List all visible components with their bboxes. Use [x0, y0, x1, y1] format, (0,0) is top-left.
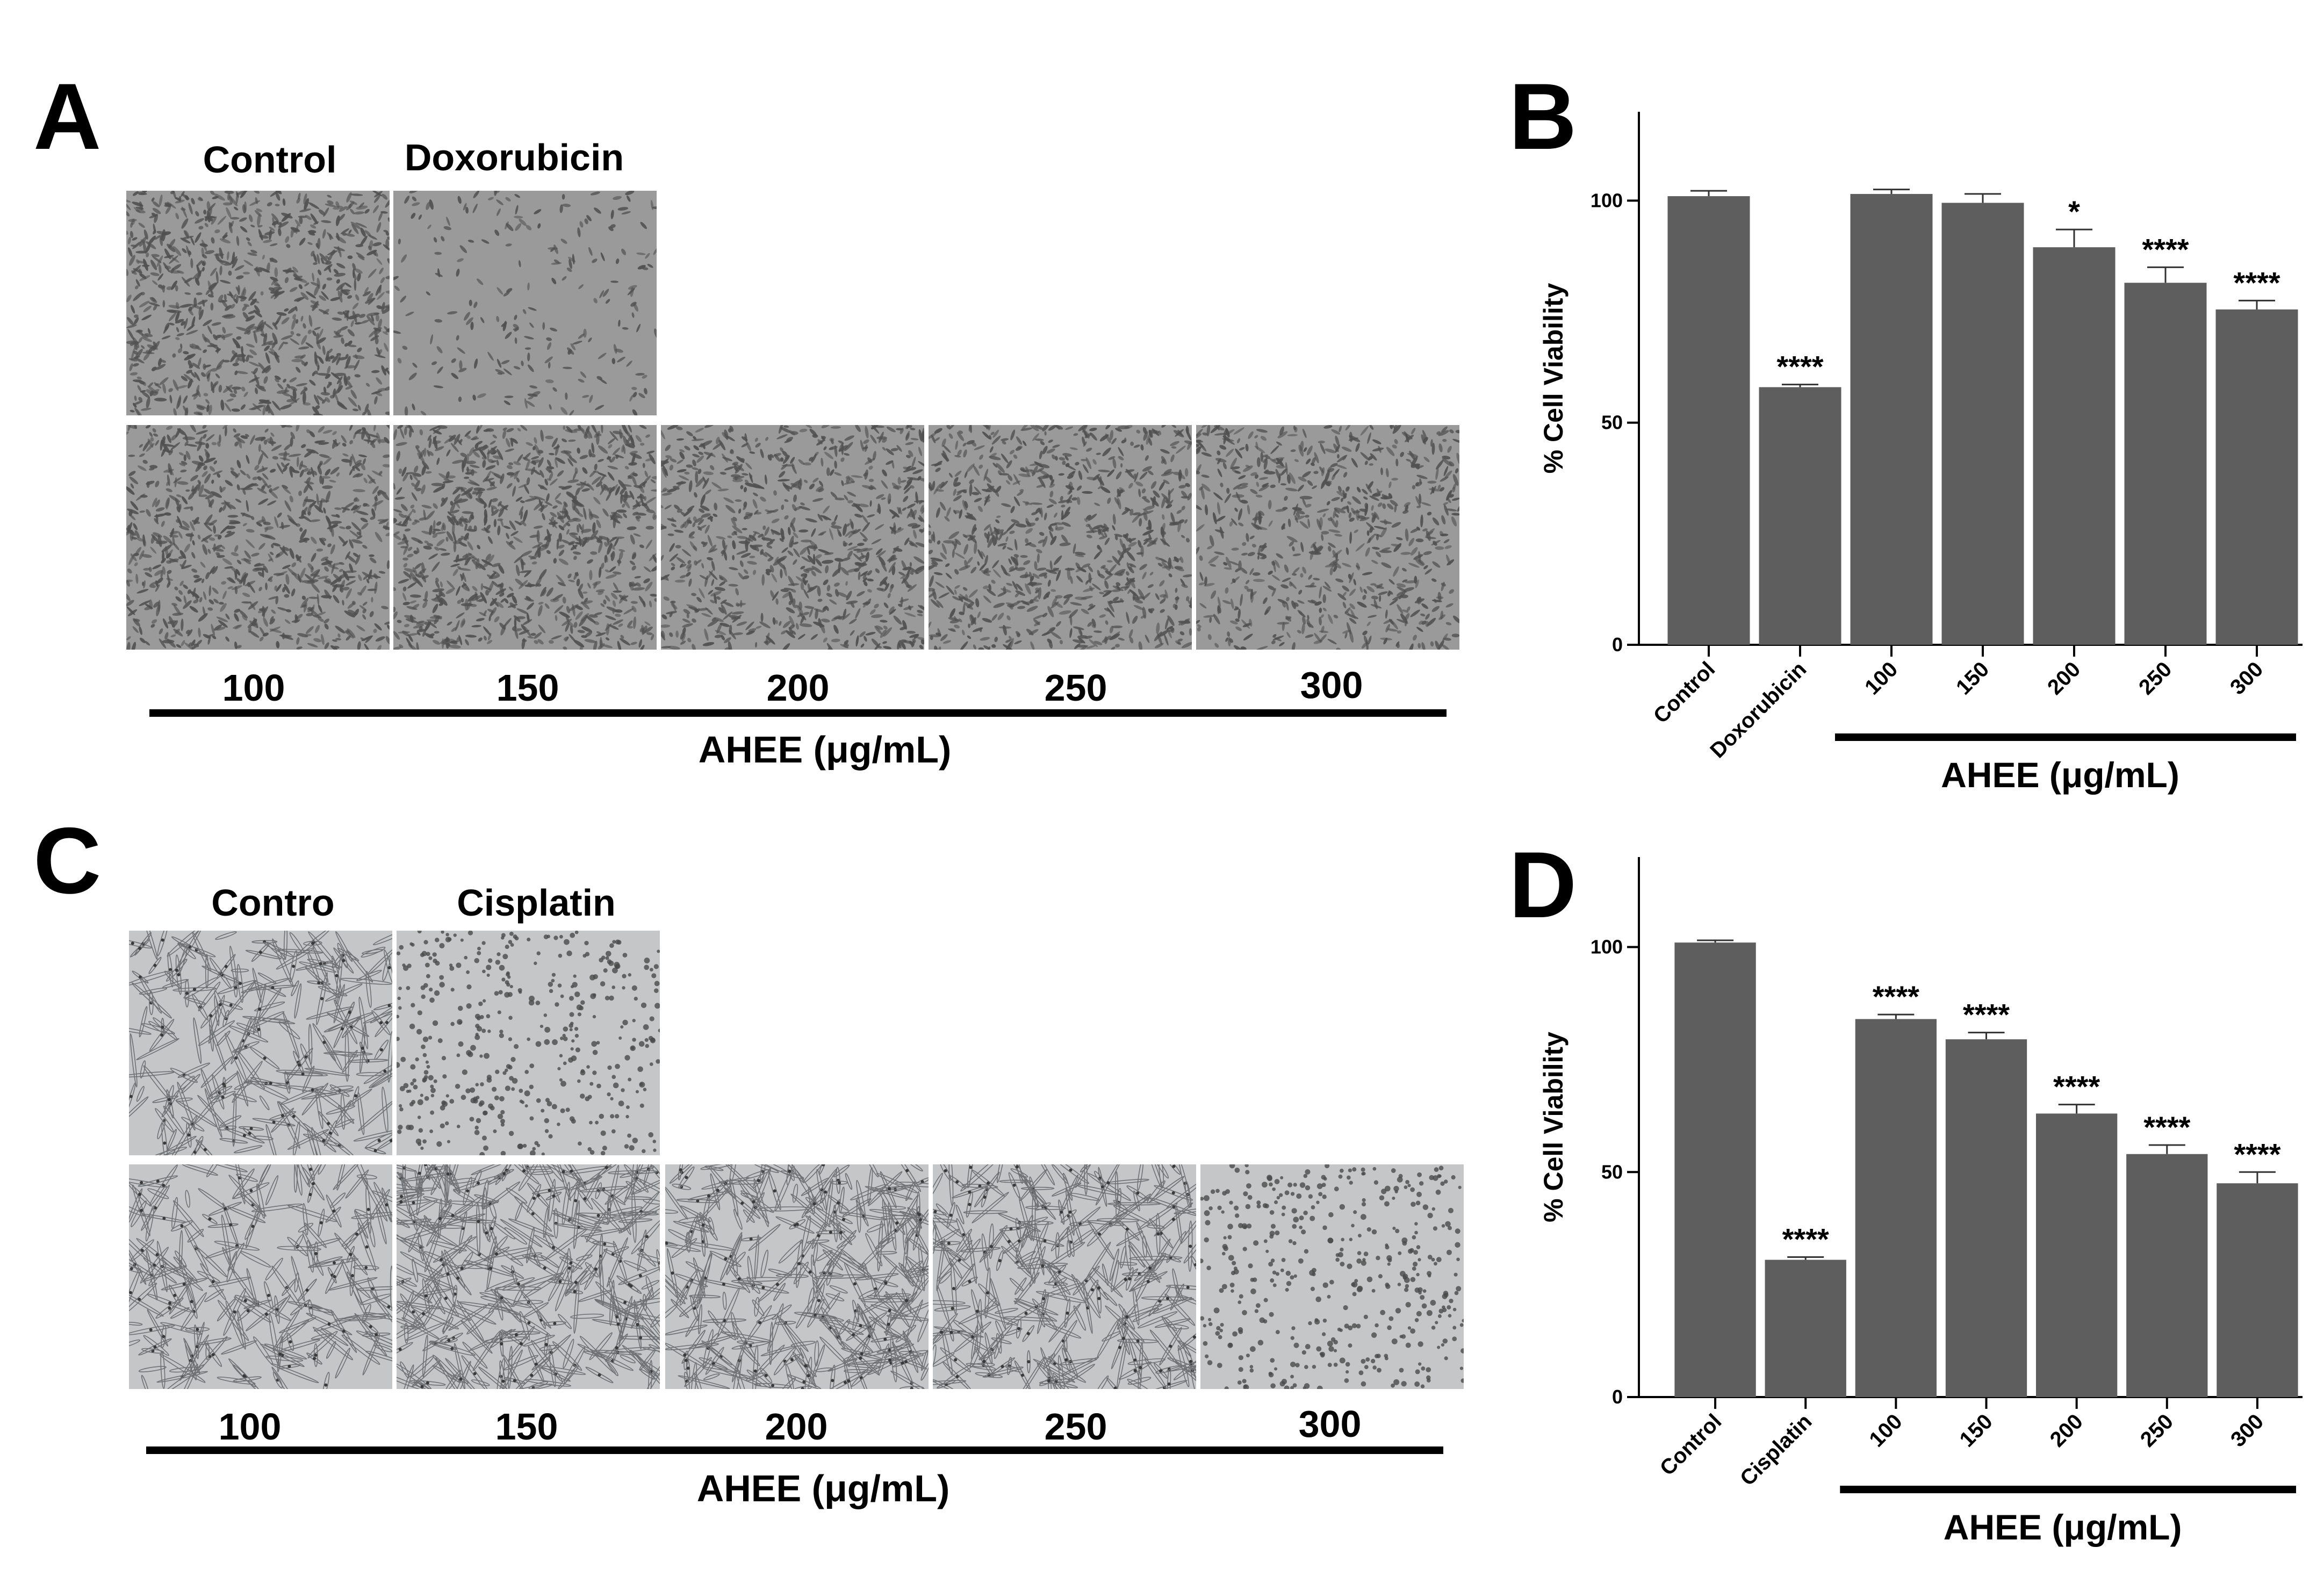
micrograph-a-100 — [126, 425, 390, 650]
significance-label: **** — [2233, 265, 2280, 299]
panel-a-control-label: Control — [203, 139, 337, 181]
micrograph-c-control — [129, 931, 392, 1155]
significance-label: **** — [1873, 980, 1919, 1013]
bar — [1667, 196, 1750, 645]
panel-a-group-label: AHEE (μg/mL) — [698, 729, 952, 771]
micrograph-c-150 — [397, 1164, 660, 1389]
x-tick-label: Doxorubicin — [1706, 657, 1811, 762]
micrograph-a-treatment — [393, 191, 657, 415]
bar — [1850, 193, 1933, 645]
x-tick-label: 300 — [2226, 657, 2268, 699]
significance-label: **** — [1963, 998, 2010, 1032]
micrograph-a-150 — [393, 425, 657, 650]
panel-c-control-label: Contro — [211, 882, 335, 924]
panel-letter-c: C — [33, 809, 102, 913]
significance-label: **** — [1782, 1222, 1829, 1256]
significance-label: **** — [2234, 1137, 2280, 1171]
significance-label: **** — [2053, 1070, 2100, 1104]
panel-a-group-bar — [149, 709, 1447, 717]
panel-a-dose-300: 300 — [1300, 664, 1363, 706]
micrograph-c-treatment — [397, 931, 660, 1155]
y-axis-label: % Cell Viability — [1538, 283, 1568, 473]
significance-label: **** — [1776, 350, 1823, 384]
panel-letter-b: B — [1509, 64, 1577, 169]
y-tick-label: 50 — [1601, 412, 1623, 434]
bar — [2033, 247, 2116, 645]
micrograph-c-200 — [665, 1164, 929, 1389]
bar — [1674, 942, 1756, 1397]
micrograph-a-200 — [661, 425, 924, 650]
x-tick-label: 100 — [1865, 1409, 1906, 1451]
x-tick-label: 250 — [2136, 1409, 2178, 1451]
bar — [1759, 387, 1841, 645]
group-bar — [1835, 733, 2296, 741]
panel-a-dose-100: 100 — [222, 667, 285, 709]
micrograph-a-control — [126, 191, 390, 415]
bar — [2126, 1154, 2208, 1397]
x-tick-label: 300 — [2226, 1409, 2268, 1451]
y-tick-label: 100 — [1591, 189, 1623, 211]
bar — [1941, 203, 2024, 645]
micrograph-c-100 — [129, 1164, 392, 1389]
y-axis-label: % Cell Viability — [1538, 1032, 1568, 1222]
panel-c-dose-200: 200 — [765, 1406, 828, 1448]
panel-letter-d: D — [1509, 833, 1577, 938]
y-tick-label: 100 — [1591, 936, 1623, 958]
x-tick-label: 200 — [2046, 1409, 2088, 1451]
significance-label: * — [2068, 195, 2080, 228]
panel-c-treatment-label: Cisplatin — [457, 882, 616, 924]
bar — [2035, 1113, 2118, 1397]
panel-a-dose-200: 200 — [766, 667, 830, 709]
bar — [2215, 309, 2298, 645]
x-tick-label: 150 — [1955, 1409, 1997, 1451]
y-tick-label: 50 — [1601, 1161, 1623, 1183]
panel-c-dose-300: 300 — [1298, 1403, 1362, 1445]
micrograph-a-250 — [929, 425, 1192, 650]
micrograph-a-300 — [1196, 425, 1459, 650]
group-bar — [1840, 1486, 2296, 1493]
panel-c-dose-150: 150 — [495, 1406, 558, 1448]
x-tick-label: 150 — [1952, 657, 1994, 699]
x-tick-label: 200 — [2043, 657, 2085, 699]
x-tick-label: 100 — [1860, 657, 1902, 699]
y-tick-label: 0 — [1612, 1386, 1623, 1408]
panel-c-group-bar — [146, 1446, 1443, 1454]
bar-chart-d: % Cell Viability 0 50 100 Control **** Cisplat… — [1538, 857, 2303, 1547]
y-tick-label: 0 — [1612, 634, 1623, 656]
micrograph-c-300 — [1200, 1164, 1464, 1389]
group-label: AHEE (μg/mL) — [1941, 755, 2179, 795]
panel-a-dose-150: 150 — [496, 667, 559, 709]
bar — [2124, 283, 2207, 645]
bar — [1765, 1259, 1846, 1397]
group-label: AHEE (μg/mL) — [1944, 1507, 2182, 1547]
significance-label: **** — [2143, 1110, 2190, 1144]
micrograph-c-250 — [933, 1164, 1196, 1389]
significance-label: **** — [2142, 232, 2189, 266]
panel-c-dose-100: 100 — [218, 1406, 282, 1448]
x-tick-label: Control — [1649, 657, 1720, 728]
bar — [2217, 1183, 2298, 1397]
x-tick-label: 250 — [2134, 657, 2176, 699]
x-tick-label: Control — [1656, 1409, 1726, 1480]
x-tick-label: Cisplatin — [1736, 1409, 1817, 1491]
bar — [1855, 1019, 1937, 1397]
bar — [1945, 1039, 2027, 1397]
bar-chart-b: % Cell Viability 0 50 100 Control **** Doxorub… — [1538, 112, 2303, 795]
panel-c-group-label: AHEE (μg/mL) — [696, 1467, 950, 1509]
panel-a-dose-250: 250 — [1044, 667, 1107, 709]
panel-letter-a: A — [33, 64, 102, 169]
panel-c-dose-250: 250 — [1044, 1406, 1107, 1448]
panel-a-treatment-label: Doxorubicin — [404, 136, 624, 178]
